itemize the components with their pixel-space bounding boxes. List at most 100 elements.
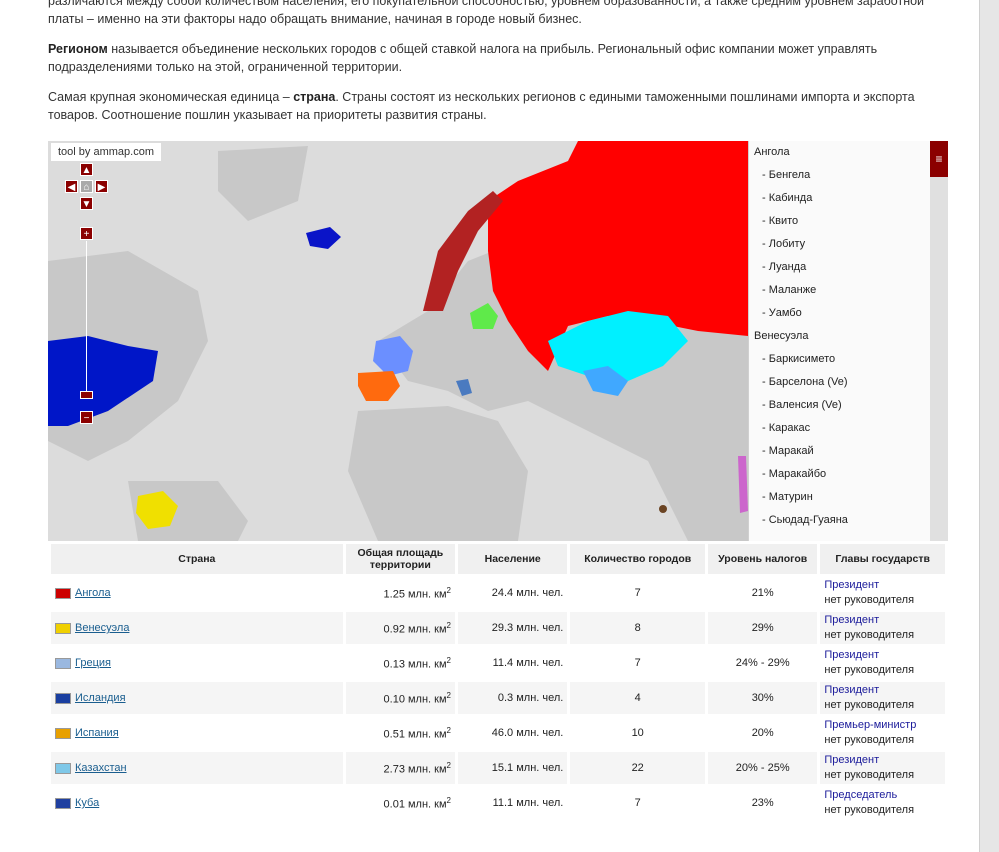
legend-item[interactable]: - Сьюдад-Гуаяна <box>762 514 848 526</box>
table-row: Венесуэла 0.92 млн. км2 29.3 млн. чел. 8 29%… <box>51 612 945 644</box>
country-cell: Греция <box>51 647 343 679</box>
country-link[interactable]: Исландия <box>75 692 126 704</box>
country-venezuela[interactable] <box>136 491 178 529</box>
legend-group-angola[interactable]: Ангола <box>754 146 790 158</box>
leader-role-link[interactable]: Президент <box>824 649 880 661</box>
country-vietnam[interactable] <box>738 456 748 513</box>
legend-scrollbar[interactable]: ≡ <box>930 141 948 541</box>
flag-icon <box>55 692 71 704</box>
pan-down-icon[interactable]: ▼ <box>80 197 93 210</box>
population-cell: 24.4 млн. чел. <box>458 577 568 609</box>
leader-role-link[interactable]: Председатель <box>824 789 898 801</box>
area-cell: 0.51 млн. км2 <box>345 717 455 749</box>
header-leaders[interactable]: Главы государств <box>820 544 945 574</box>
pan-up-icon[interactable]: ▲ <box>80 163 93 176</box>
legend-item[interactable]: - Маракайбо <box>762 468 827 480</box>
leader-name: нет руководителя <box>824 699 915 711</box>
country-spain[interactable] <box>358 371 400 401</box>
legend-item[interactable]: - Бенгела <box>762 169 811 181</box>
country-cell: Куба <box>51 787 343 819</box>
map-canvas[interactable] <box>48 141 748 541</box>
country-france[interactable] <box>373 336 413 376</box>
header-cities[interactable]: Количество городов <box>570 544 706 574</box>
country-link[interactable]: Венесуэла <box>75 622 130 634</box>
country-cell: Казахстан <box>51 752 343 784</box>
legend-item[interactable]: - Барселона (Ve) <box>762 376 848 388</box>
country-russia[interactable] <box>488 141 748 371</box>
tax-cell: 30% <box>708 682 818 714</box>
header-tax[interactable]: Уровень налогов <box>708 544 818 574</box>
legend-item[interactable]: - Луанда <box>762 261 807 273</box>
legend-group-venezuela[interactable]: Венесуэла <box>754 330 809 342</box>
country-kazakhstan[interactable] <box>548 311 688 381</box>
tax-cell: 21% <box>708 577 818 609</box>
cities-cell: 7 <box>570 787 706 819</box>
leader-name: нет руководителя <box>824 629 915 641</box>
tax-cell: 29% <box>708 612 818 644</box>
legend-item[interactable]: - Каракас <box>762 422 811 434</box>
world-map[interactable]: tool by ammap.com ▲ ◀ ⌂ ▶ ▼ + − Ангола -… <box>48 141 948 541</box>
country-link[interactable]: Ангола <box>75 587 111 599</box>
leader-role-link[interactable]: Президент <box>824 754 880 766</box>
pan-home-icon[interactable]: ⌂ <box>80 180 93 193</box>
country-norway[interactable] <box>423 191 503 311</box>
leader-cell: Председатель нет руководителя <box>820 787 945 819</box>
header-population[interactable]: Население <box>458 544 568 574</box>
legend-item[interactable]: - Валенсия (Ve) <box>762 399 842 411</box>
country-usa[interactable] <box>48 336 158 426</box>
map-legend: Ангола - Бенгела - Кабинда - Квито - Лоб… <box>748 141 931 541</box>
map-credit[interactable]: tool by ammap.com <box>51 143 161 161</box>
tax-cell: 23% <box>708 787 818 819</box>
legend-item[interactable]: - Маланже <box>762 284 817 296</box>
flag-icon <box>55 762 71 774</box>
region-paragraph: Регионом называется объединение нескольк… <box>48 40 928 76</box>
zoom-in-icon[interactable]: + <box>80 227 93 240</box>
zoom-out-icon[interactable]: − <box>80 411 93 424</box>
country-paragraph: Самая крупная экономическая единица – ст… <box>48 88 928 124</box>
leader-role-link[interactable]: Президент <box>824 579 880 591</box>
legend-item[interactable]: - Лобиту <box>762 238 806 250</box>
table-row: Исландия 0.10 млн. км2 0.3 млн. чел. 4 30% Пр… <box>51 682 945 714</box>
pan-right-icon[interactable]: ▶ <box>95 180 108 193</box>
table-row: Ангола 1.25 млн. км2 24.4 млн. чел. 7 21% Пре… <box>51 577 945 609</box>
legend-item[interactable]: - Квито <box>762 215 799 227</box>
country-link[interactable]: Казахстан <box>75 762 127 774</box>
header-area[interactable]: Общая площадь территории <box>345 544 455 574</box>
leader-role-link[interactable]: Президент <box>824 684 880 696</box>
pan-left-icon[interactable]: ◀ <box>65 180 78 193</box>
country-cell: Ангола <box>51 577 343 609</box>
flag-icon <box>55 657 71 669</box>
area-cell: 0.01 млн. км2 <box>345 787 455 819</box>
country-link[interactable]: Куба <box>75 797 100 809</box>
country-definition: . Страны состоят из нескольких регионов … <box>48 90 915 122</box>
cities-cell: 8 <box>570 612 706 644</box>
legend-item[interactable]: - Баркисимето <box>762 353 836 365</box>
leader-name: нет руководителя <box>824 594 915 606</box>
legend-item[interactable]: - Кабинда <box>762 192 813 204</box>
country-link[interactable]: Греция <box>75 657 111 669</box>
country-cell: Исландия <box>51 682 343 714</box>
leader-role-link[interactable]: Премьер-министр <box>824 719 917 731</box>
zoom-track[interactable] <box>86 241 87 391</box>
flag-icon <box>55 797 71 809</box>
country-term: страна <box>293 90 336 104</box>
legend-item[interactable]: - Уамбо <box>762 307 802 319</box>
zoom-slider-handle[interactable] <box>80 391 93 399</box>
area-cell: 1.25 млн. км2 <box>345 577 455 609</box>
country-iceland[interactable] <box>306 227 341 249</box>
menu-icon[interactable]: ≡ <box>930 141 948 177</box>
flag-icon <box>55 622 71 634</box>
country-belarus[interactable] <box>470 303 498 329</box>
header-country[interactable]: Страна <box>51 544 343 574</box>
leader-role-link[interactable]: Президент <box>824 614 880 626</box>
legend-item[interactable]: - Маракай <box>762 445 814 457</box>
country-sri-lanka[interactable] <box>659 505 667 513</box>
cities-cell: 10 <box>570 717 706 749</box>
population-cell: 11.1 млн. чел. <box>458 787 568 819</box>
leader-cell: Премьер-министр нет руководителя <box>820 717 945 749</box>
flag-icon <box>55 727 71 739</box>
tax-cell: 20% - 25% <box>708 752 818 784</box>
country-link[interactable]: Испания <box>75 727 119 739</box>
legend-item[interactable]: - Матурин <box>762 491 813 503</box>
country-greece[interactable] <box>456 379 472 396</box>
